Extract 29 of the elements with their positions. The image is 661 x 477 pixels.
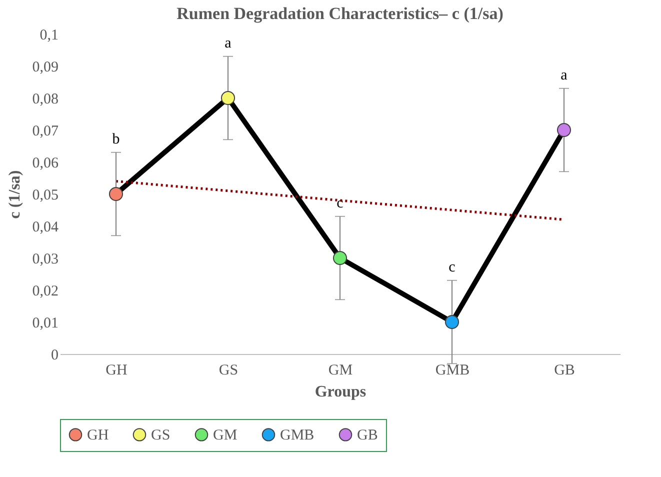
y-tick-label: 0,07 xyxy=(32,124,59,140)
annotation: a xyxy=(560,67,568,84)
y-axis-title: c (1/sa) xyxy=(6,170,24,219)
y-tick-label: 0,02 xyxy=(32,284,58,300)
x-axis-title: Groups xyxy=(314,384,366,400)
y-tick-label: 0,05 xyxy=(32,188,58,204)
y-tick-label: 0,09 xyxy=(32,60,58,76)
legend-label: GH xyxy=(87,428,109,444)
y-tick-label: 0,08 xyxy=(32,92,58,108)
annotation: a xyxy=(224,35,232,52)
annotation: b xyxy=(112,131,120,148)
x-tick-label: GM xyxy=(328,362,353,378)
y-tick-label: 0,04 xyxy=(32,220,59,236)
legend-label: GMB xyxy=(280,428,314,444)
x-tick-label: GH xyxy=(106,362,128,378)
y-tick-label: 0 xyxy=(51,348,58,364)
y-tick-label: 0,06 xyxy=(32,156,59,172)
legend-label: GS xyxy=(151,428,170,444)
x-tick-label: GMB xyxy=(435,362,470,378)
legend-label: GB xyxy=(357,428,378,444)
x-tick-label: GB xyxy=(554,362,575,378)
y-tick-label: 0,01 xyxy=(32,316,58,332)
y-tick-label: 0,03 xyxy=(32,252,58,268)
chart-title: Rumen Degradation Characteristics– c (1/sa) xyxy=(176,4,504,23)
annotation: c xyxy=(336,195,344,212)
annotation: c xyxy=(448,259,456,276)
x-tick-label: GS xyxy=(218,362,238,378)
legend-label: GM xyxy=(213,428,238,444)
y-tick-label: 0,1 xyxy=(40,28,58,44)
